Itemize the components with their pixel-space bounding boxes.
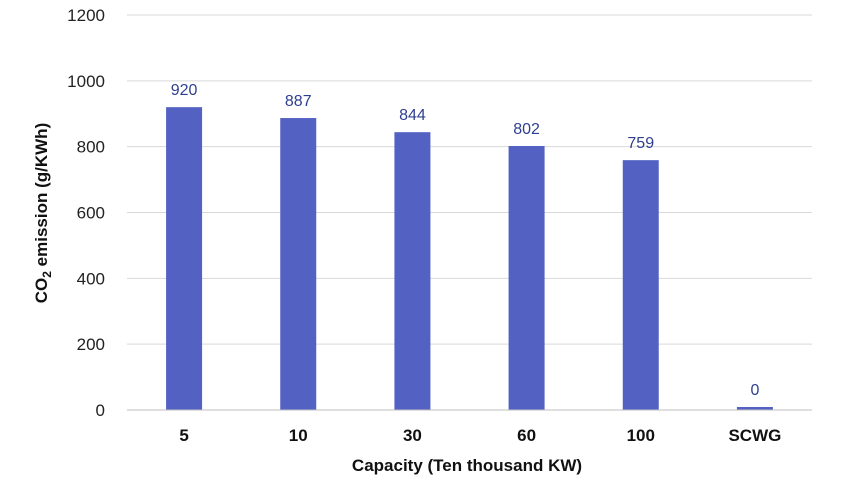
bar <box>508 146 545 410</box>
gridlines <box>127 14 812 345</box>
data-label: 844 <box>399 107 426 124</box>
y-axis-ticks: 0 200 400 600 800 1000 1200 <box>67 6 105 420</box>
x-tick-label: 5 <box>179 426 188 445</box>
data-label: 920 <box>171 82 198 99</box>
data-label: 0 <box>750 382 759 399</box>
y-axis-title-rest: emission (g/KWh) <box>32 123 51 271</box>
y-axis-title-subscript: 2 <box>40 271 54 278</box>
x-tick-label: 30 <box>403 426 422 445</box>
data-labels: 920 887 844 802 759 0 <box>171 82 760 399</box>
bar <box>622 160 659 410</box>
data-label: 887 <box>285 93 312 110</box>
bars <box>166 107 773 411</box>
x-axis-title: Capacity (Ten thousand KW) <box>352 456 582 475</box>
y-tick-label: 400 <box>77 269 105 288</box>
y-axis-title-main: CO <box>32 278 51 304</box>
x-tick-label: SCWG <box>728 426 781 445</box>
y-tick-label: 600 <box>77 204 105 223</box>
y-tick-label: 1000 <box>67 72 105 91</box>
bar <box>736 407 773 410</box>
bar <box>280 118 317 410</box>
bar <box>166 107 203 411</box>
y-tick-label: 1200 <box>67 6 105 25</box>
y-axis-title: CO2 emission (g/KWh) <box>32 123 54 303</box>
y-tick-label: 200 <box>77 335 105 354</box>
y-tick-label: 0 <box>96 401 105 420</box>
x-tick-label: 60 <box>517 426 536 445</box>
x-tick-label: 100 <box>627 426 655 445</box>
data-label: 759 <box>627 135 654 152</box>
x-tick-label: 10 <box>289 426 308 445</box>
data-label: 802 <box>513 121 540 138</box>
x-axis-ticks: 5 10 30 60 100 SCWG <box>179 426 781 445</box>
y-tick-label: 800 <box>77 138 105 157</box>
bar <box>394 132 431 410</box>
